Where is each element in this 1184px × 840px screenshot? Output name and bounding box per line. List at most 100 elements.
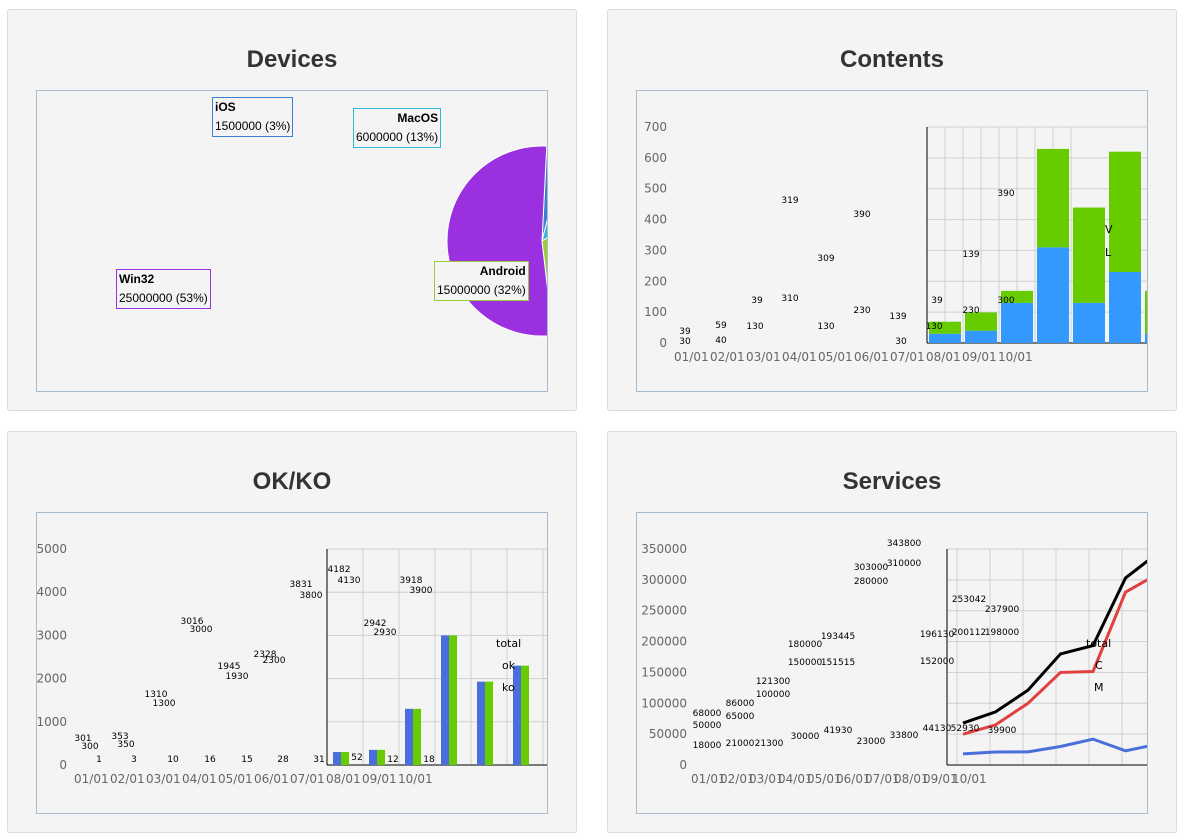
data-label-ok: 350 [117,740,134,750]
data-label: 139 [889,312,906,322]
data-label-c: 200112 [952,628,986,638]
data-label: 40 [715,336,727,346]
data-label-total: 343800 [887,539,922,549]
pie-label-value: 15000000 [437,283,491,297]
data-label-total: 3016 [181,617,204,627]
series-line-c [962,578,1147,736]
data-label-c: 100000 [756,690,791,700]
contents-title: Contents [840,46,944,73]
bar-l [1145,290,1147,334]
data-label-ok: 2300 [263,656,286,666]
data-label-total: 2328 [254,650,277,660]
y-tick-label: 0 [59,758,67,772]
okko-svg: 0 1000 2000 3000 4000 5000 01/01 02/01 03/01 04/0… [37,542,547,786]
devices-panel: Devices iOS 1500000 (3%) MacOS 6000000 (… [7,9,577,411]
bar-l [1073,207,1105,303]
data-label-total: 121300 [756,677,791,687]
okko-panel: OK/KO 0 1000 2000 3000 4000 5000 01/01 02/01 03/… [7,431,577,833]
services-title: Services [842,468,942,495]
x-tick-label: 06/01 [254,772,289,786]
data-label-total: 68000 [693,709,722,719]
data-label-total: 180000 [788,640,823,650]
pie-label-name: Win32 [119,272,155,286]
services-panel: Services 0 50000 100000 150000 200000 250000 3… [607,431,1177,833]
data-label-total: 3918 [400,576,423,586]
data-label-c: 280000 [854,577,889,587]
pie-label-value: 6000000 [356,130,403,144]
data-label: 130 [746,322,763,332]
x-tick-label: 03/01 [749,772,784,786]
data-label-total: 303000 [854,563,889,573]
legend-item: V [1105,223,1113,236]
y-tick-label: 0 [679,758,687,772]
pie-label-name: MacOS [397,111,439,125]
series-line-total [962,559,1147,725]
pie-label-percent: 32% [497,283,522,297]
bar-l [1109,151,1141,273]
x-tick-label: 04/01 [182,772,217,786]
data-label: 230 [962,306,979,316]
pie-label-percent: 3% [269,119,287,133]
contents-svg: 0 100 200 300 400 500 600 700 01/01 02/01 03/01 04/… [644,120,1147,364]
x-tick-label: 04/01 [778,772,813,786]
data-label: 39 [679,327,691,337]
data-label: 30 [895,337,907,347]
x-tick-label: 01/01 [691,772,726,786]
data-label-total: 237900 [985,605,1020,615]
bar-v [1073,302,1105,343]
data-label-ok: 2930 [374,628,397,638]
pie-slice-macos [541,219,547,243]
bar-l [1001,290,1033,303]
data-label-ko: 31 [313,755,324,765]
data-label: 30 [679,337,691,347]
data-label: 319 [781,196,798,206]
data-label-ko: 10 [167,755,179,765]
data-label-ko: 1 [96,755,102,765]
bar-ko [449,635,457,765]
x-tick-label: 02/01 [110,772,145,786]
data-label: 310 [781,294,798,304]
data-label-c: 310000 [887,559,922,569]
data-label-total: 86000 [726,699,755,709]
data-label-m: 21000 [726,739,755,749]
x-tick-label: 05/01 [807,772,842,786]
data-label-total: 1310 [145,690,168,700]
data-label-m: 21300 [755,739,784,749]
pie-slice-win32 [446,145,547,337]
data-label-m: 41930 [824,726,853,736]
x-tick-label: 10/01 [398,772,433,786]
legend-item: ok [502,659,516,672]
legend-item: C [1095,659,1103,672]
bar-ok [369,749,377,765]
data-label: 59 [715,321,727,331]
x-tick-label: 01/01 [74,772,109,786]
y-tick-label: 500 [644,182,667,196]
bar-l [1037,148,1069,248]
bar-ko [341,752,349,765]
data-label-ok: 4130 [338,576,361,586]
data-label-ko: 15 [241,755,252,765]
data-label-total: 1945 [218,662,241,672]
legend-item: L [1105,246,1112,259]
bar-l [965,312,997,331]
data-label-m: 30000 [791,732,820,742]
pie-label-name: Android [479,264,526,278]
data-label-ko: 28 [277,755,289,765]
okko-chart: 0 1000 2000 3000 4000 5000 01/01 02/01 03/01 04/0… [36,512,548,814]
legend-item: M [1094,681,1104,694]
data-label-c: 65000 [726,712,755,722]
y-tick-label: 5000 [37,542,67,556]
okko-title: OK/KO [252,468,332,495]
x-tick-label: 03/01 [746,350,781,364]
data-label-total: 4182 [328,565,351,575]
y-tick-label: 200000 [641,635,687,649]
data-label: 309 [817,254,834,264]
x-tick-label: 08/01 [926,350,961,364]
bar-ok [333,752,341,765]
bar-v [1037,247,1069,343]
bar-v [1145,333,1147,343]
data-label-total: 301 [74,734,91,744]
x-tick-label: 08/01 [894,772,929,786]
y-tick-label: 300 [644,243,667,257]
x-tick-label: 09/01 [923,772,958,786]
